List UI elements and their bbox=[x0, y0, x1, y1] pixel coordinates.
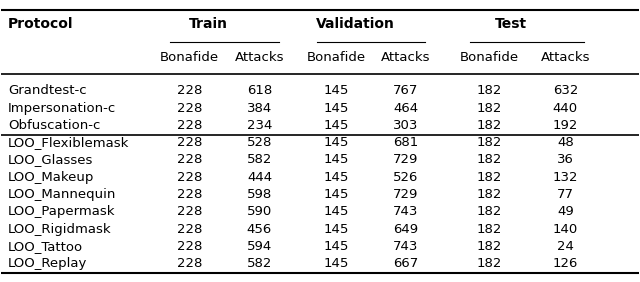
Text: 145: 145 bbox=[323, 188, 349, 201]
Text: Attacks: Attacks bbox=[541, 51, 590, 64]
Text: LOO_Mannequin: LOO_Mannequin bbox=[8, 188, 116, 201]
Text: 729: 729 bbox=[394, 188, 419, 201]
Text: 582: 582 bbox=[247, 153, 272, 166]
Text: 24: 24 bbox=[557, 240, 574, 253]
Text: 182: 182 bbox=[476, 119, 502, 132]
Text: Validation: Validation bbox=[316, 17, 394, 31]
Text: 182: 182 bbox=[476, 136, 502, 149]
Text: 182: 182 bbox=[476, 102, 502, 114]
Text: 228: 228 bbox=[177, 188, 202, 201]
Text: 182: 182 bbox=[476, 223, 502, 236]
Text: 182: 182 bbox=[476, 153, 502, 166]
Text: Test: Test bbox=[495, 17, 527, 31]
Text: Impersonation-c: Impersonation-c bbox=[8, 102, 116, 114]
Text: LOO_Replay: LOO_Replay bbox=[8, 257, 87, 270]
Text: 228: 228 bbox=[177, 119, 202, 132]
Text: 192: 192 bbox=[553, 119, 578, 132]
Text: 228: 228 bbox=[177, 205, 202, 219]
Text: 140: 140 bbox=[553, 223, 578, 236]
Text: Obfuscation-c: Obfuscation-c bbox=[8, 119, 100, 132]
Text: 590: 590 bbox=[247, 205, 272, 219]
Text: 182: 182 bbox=[476, 171, 502, 184]
Text: 228: 228 bbox=[177, 240, 202, 253]
Text: 681: 681 bbox=[394, 136, 419, 149]
Text: 182: 182 bbox=[476, 257, 502, 270]
Text: Attacks: Attacks bbox=[235, 51, 284, 64]
Text: LOO_Rigidmask: LOO_Rigidmask bbox=[8, 223, 111, 236]
Text: 594: 594 bbox=[247, 240, 272, 253]
Text: 456: 456 bbox=[247, 223, 272, 236]
Text: 234: 234 bbox=[247, 119, 272, 132]
Text: 228: 228 bbox=[177, 223, 202, 236]
Text: Train: Train bbox=[189, 17, 228, 31]
Text: LOO_Papermask: LOO_Papermask bbox=[8, 205, 115, 219]
Text: 228: 228 bbox=[177, 84, 202, 97]
Text: 132: 132 bbox=[552, 171, 578, 184]
Text: LOO_Makeup: LOO_Makeup bbox=[8, 171, 94, 184]
Text: 729: 729 bbox=[394, 153, 419, 166]
Text: 145: 145 bbox=[323, 153, 349, 166]
Text: 48: 48 bbox=[557, 136, 573, 149]
Text: 444: 444 bbox=[247, 171, 272, 184]
Text: 528: 528 bbox=[247, 136, 272, 149]
Text: 440: 440 bbox=[553, 102, 578, 114]
Text: LOO_Tattoo: LOO_Tattoo bbox=[8, 240, 83, 253]
Text: 145: 145 bbox=[323, 205, 349, 219]
Text: 767: 767 bbox=[394, 84, 419, 97]
Text: 36: 36 bbox=[557, 153, 574, 166]
Text: 145: 145 bbox=[323, 119, 349, 132]
Text: 598: 598 bbox=[247, 188, 272, 201]
Text: 228: 228 bbox=[177, 171, 202, 184]
Text: 145: 145 bbox=[323, 240, 349, 253]
Text: 303: 303 bbox=[394, 119, 419, 132]
Text: 145: 145 bbox=[323, 171, 349, 184]
Text: Bonafide: Bonafide bbox=[307, 51, 365, 64]
Text: 126: 126 bbox=[553, 257, 578, 270]
Text: 49: 49 bbox=[557, 205, 573, 219]
Text: 228: 228 bbox=[177, 102, 202, 114]
Text: 228: 228 bbox=[177, 153, 202, 166]
Text: 145: 145 bbox=[323, 102, 349, 114]
Text: 228: 228 bbox=[177, 136, 202, 149]
Text: 743: 743 bbox=[394, 205, 419, 219]
Text: 618: 618 bbox=[247, 84, 272, 97]
Text: 182: 182 bbox=[476, 84, 502, 97]
Text: 228: 228 bbox=[177, 257, 202, 270]
Text: Bonafide: Bonafide bbox=[460, 51, 518, 64]
Text: Grandtest-c: Grandtest-c bbox=[8, 84, 86, 97]
Text: 145: 145 bbox=[323, 257, 349, 270]
Text: 667: 667 bbox=[394, 257, 419, 270]
Text: 384: 384 bbox=[247, 102, 272, 114]
Text: 182: 182 bbox=[476, 240, 502, 253]
Text: LOO_Flexiblemask: LOO_Flexiblemask bbox=[8, 136, 129, 149]
Text: 145: 145 bbox=[323, 136, 349, 149]
Text: 145: 145 bbox=[323, 84, 349, 97]
Text: 182: 182 bbox=[476, 188, 502, 201]
Text: 743: 743 bbox=[394, 240, 419, 253]
Text: 526: 526 bbox=[394, 171, 419, 184]
Text: 77: 77 bbox=[557, 188, 574, 201]
Text: 182: 182 bbox=[476, 205, 502, 219]
Text: 632: 632 bbox=[553, 84, 578, 97]
Text: Attacks: Attacks bbox=[381, 51, 431, 64]
Text: 649: 649 bbox=[394, 223, 419, 236]
Text: Protocol: Protocol bbox=[8, 17, 73, 31]
Text: 464: 464 bbox=[394, 102, 419, 114]
Text: LOO_Glasses: LOO_Glasses bbox=[8, 153, 93, 166]
Text: 582: 582 bbox=[247, 257, 272, 270]
Text: Bonafide: Bonafide bbox=[160, 51, 219, 64]
Text: 145: 145 bbox=[323, 223, 349, 236]
